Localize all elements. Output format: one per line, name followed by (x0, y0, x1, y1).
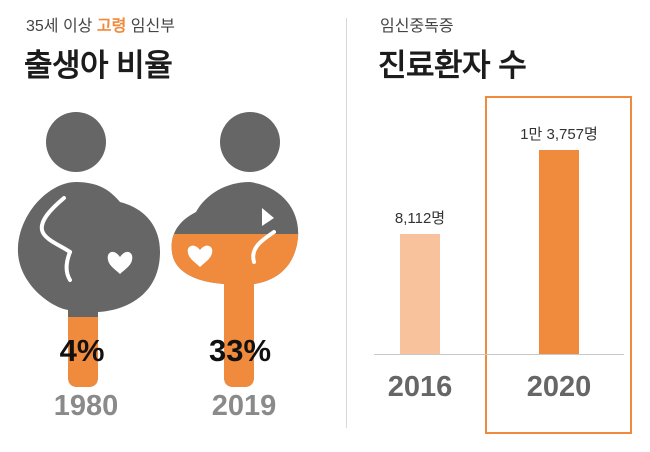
pregnant-figure-2019 (171, 112, 299, 387)
percent-2019: 33% (208, 333, 272, 368)
pregnant-woman-icon (17, 112, 161, 387)
left-subtitle-accent: 고령 (96, 18, 127, 35)
percent-1980: 4% (59, 333, 105, 368)
left-subtitle: 35세 이상 고령 임신부 (26, 12, 175, 36)
year-1980: 1980 (53, 390, 119, 422)
bar-year-2016: 2016 (387, 371, 453, 403)
highlight-box-2020 (485, 96, 632, 434)
left-subtitle-post: 임신부 (126, 18, 175, 35)
bar-value-label-2020: 1만 3,757명 (520, 126, 598, 143)
right-subtitle: 임신중독증 (380, 18, 454, 35)
bar-2020 (539, 150, 579, 354)
heart-icon (107, 251, 133, 274)
bar-year-2020: 2020 (526, 371, 592, 403)
bar-value-label-2016: 8,112명 (394, 210, 446, 227)
pregnant-figure-1980 (17, 112, 161, 387)
year-2019: 2019 (211, 390, 277, 422)
left-subtitle-pre: 35세 이상 (26, 18, 97, 35)
left-title: 출생아 비율 (24, 48, 173, 83)
bar-2016 (400, 234, 440, 354)
pregnant-woman-icon (171, 112, 299, 387)
right-title: 진료환자 수 (378, 48, 527, 83)
panel-divider (346, 18, 347, 428)
chart-baseline (374, 354, 624, 355)
heart-icon (187, 245, 213, 267)
